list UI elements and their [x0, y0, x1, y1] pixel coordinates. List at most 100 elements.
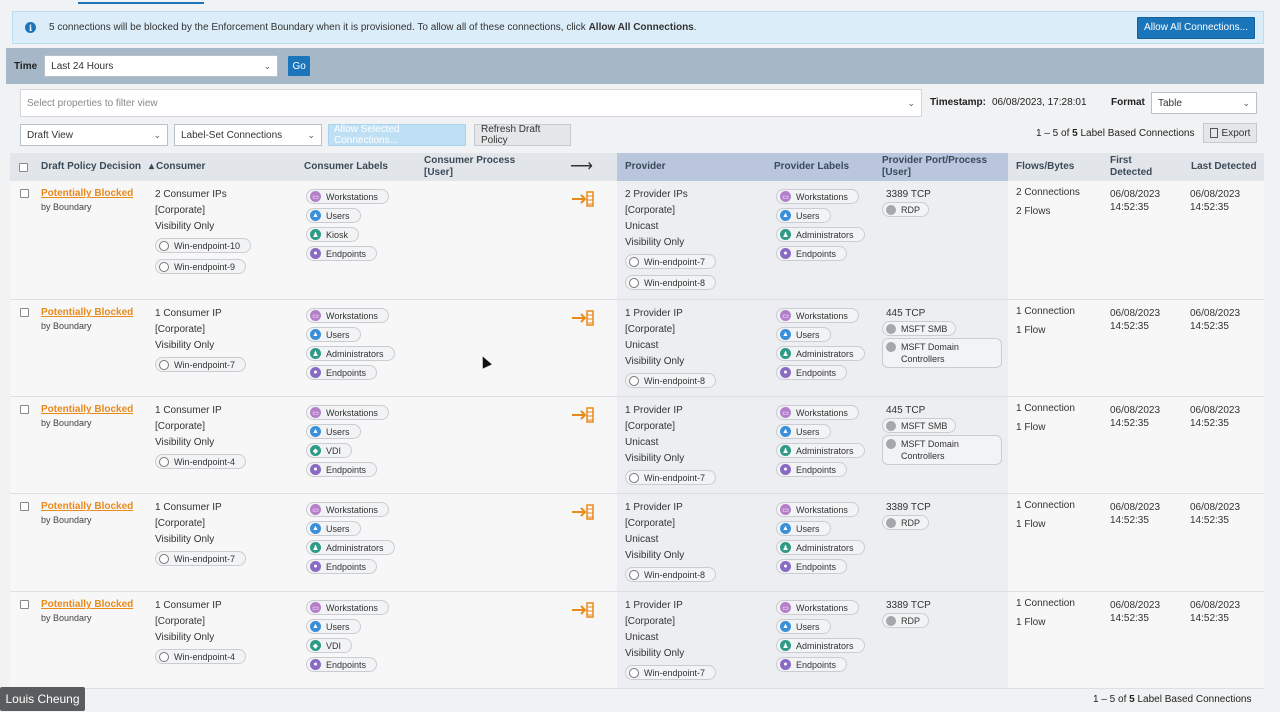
- workload-pill[interactable]: Win-endpoint-7: [625, 254, 717, 269]
- label-pill[interactable]: ▭ Workstations: [306, 308, 389, 323]
- workload-pill[interactable]: Win-endpoint-9: [155, 259, 247, 274]
- service-pill[interactable]: MSFT Domain Controllers: [882, 435, 1002, 465]
- grouping-select[interactable]: Label-Set Connections ⌄: [174, 124, 322, 146]
- label-pill[interactable]: ▲ Users: [306, 208, 361, 223]
- label-pill[interactable]: ◆ VDI: [306, 638, 353, 653]
- label-pill[interactable]: ♟ Administrators: [776, 227, 865, 242]
- label-pill[interactable]: ▲ Users: [306, 327, 361, 342]
- label-pill[interactable]: ▲ Users: [306, 619, 361, 634]
- col-provider-port[interactable]: Provider Port/Process [User]: [882, 155, 988, 178]
- col-consumer[interactable]: Consumer: [156, 161, 206, 172]
- workload-pill[interactable]: Win-endpoint-4: [155, 649, 247, 664]
- label-pill[interactable]: ♟ Administrators: [776, 443, 865, 458]
- col-provider-labels[interactable]: Provider Labels: [774, 161, 850, 172]
- label-pill[interactable]: ● Endpoints: [776, 559, 848, 574]
- service-pill[interactable]: RDP: [882, 613, 930, 628]
- go-button[interactable]: Go: [288, 56, 311, 76]
- label-pill[interactable]: ▭ Workstations: [306, 189, 389, 204]
- label-pill[interactable]: ♟ Administrators: [776, 638, 865, 653]
- label-pill[interactable]: ● Endpoints: [306, 559, 378, 574]
- label-pill[interactable]: ▲ Users: [776, 619, 831, 634]
- view-select[interactable]: Draft View ⌄: [20, 124, 168, 146]
- label-pill[interactable]: ▲ Users: [306, 521, 361, 536]
- label-pill[interactable]: ● Endpoints: [776, 246, 848, 261]
- label-pill[interactable]: ▲ Users: [776, 521, 831, 536]
- label-pill[interactable]: ● Endpoints: [306, 246, 378, 261]
- label-pill[interactable]: ♟ Administrators: [306, 346, 395, 361]
- label-pill[interactable]: ▭ Workstations: [306, 405, 389, 420]
- potentially-blocked-link[interactable]: Potentially Blocked: [41, 188, 134, 199]
- col-flows[interactable]: Flows/Bytes: [1016, 161, 1075, 172]
- col-provider[interactable]: Provider: [625, 161, 666, 172]
- workload-pill[interactable]: Win-endpoint-8: [625, 373, 717, 388]
- col-last-detected[interactable]: Last Detected: [1191, 161, 1257, 172]
- label-pill[interactable]: ▲ Users: [306, 424, 361, 439]
- time-range-select[interactable]: Last 24 Hours ⌄: [44, 55, 279, 77]
- row-checkbox[interactable]: [20, 502, 29, 511]
- label-pill[interactable]: ● Endpoints: [306, 462, 378, 477]
- label-pill[interactable]: ♟ Administrators: [306, 540, 395, 555]
- select-all-checkbox[interactable]: [19, 162, 28, 172]
- label-pill[interactable]: ● Endpoints: [306, 657, 378, 672]
- workload-pill[interactable]: Win-endpoint-7: [155, 357, 247, 372]
- row-checkbox[interactable]: [20, 308, 29, 317]
- allow-selected-button[interactable]: Allow Selected Connections...: [328, 124, 466, 146]
- service-pill[interactable]: RDP: [882, 515, 930, 530]
- label-pill[interactable]: ▭ Workstations: [776, 189, 859, 204]
- workload-pill[interactable]: Win-endpoint-8: [625, 567, 717, 582]
- consumer-line: 1 Consumer IP: [155, 502, 222, 513]
- workload-pill[interactable]: Win-endpoint-8: [625, 275, 717, 290]
- label-pill[interactable]: ♟ Administrators: [776, 540, 865, 555]
- col-decision[interactable]: Draft Policy Decision: [41, 161, 142, 172]
- allow-all-connections-button[interactable]: Allow All Connections...: [1137, 16, 1255, 39]
- service-icon: [886, 518, 896, 528]
- filter-input[interactable]: Select properties to filter view ⌄: [20, 89, 922, 117]
- service-pill[interactable]: MSFT SMB: [882, 321, 957, 336]
- potentially-blocked-link[interactable]: Potentially Blocked: [41, 404, 134, 415]
- potentially-blocked-link[interactable]: Potentially Blocked: [41, 501, 134, 512]
- label-pill[interactable]: ● Endpoints: [776, 462, 848, 477]
- label-name: Workstations: [796, 407, 848, 418]
- workload-pill[interactable]: Win-endpoint-7: [155, 551, 247, 566]
- service-pill[interactable]: MSFT Domain Controllers: [882, 338, 1002, 368]
- service-pill[interactable]: MSFT SMB: [882, 418, 957, 433]
- label-pill[interactable]: ▭ Workstations: [776, 502, 859, 517]
- label-pill[interactable]: ● Endpoints: [776, 657, 848, 672]
- workload-pill[interactable]: Win-endpoint-7: [625, 665, 717, 680]
- row-checkbox[interactable]: [20, 189, 29, 198]
- blocked-arrow-icon: [572, 504, 596, 520]
- label-pill[interactable]: ▭ Workstations: [776, 405, 859, 420]
- label-pill[interactable]: ▭ Workstations: [776, 308, 859, 323]
- label-pill[interactable]: ▲ Users: [776, 327, 831, 342]
- provider-line: Visibility Only: [625, 453, 685, 464]
- label-pill[interactable]: ▲ Users: [776, 208, 831, 223]
- label-pill[interactable]: ♟ Administrators: [776, 346, 865, 361]
- format-select[interactable]: Table ⌄: [1151, 92, 1257, 114]
- first-detected-value: 14:52:35: [1110, 418, 1149, 429]
- col-first-detected[interactable]: First Detected: [1110, 155, 1153, 178]
- workload-pill[interactable]: Win-endpoint-4: [155, 454, 247, 469]
- label-pill[interactable]: ▭ Workstations: [306, 600, 389, 615]
- col-consumer-labels[interactable]: Consumer Labels: [304, 161, 388, 172]
- col-consumer-process[interactable]: Consumer Process [User]: [424, 155, 516, 178]
- chevron-down-icon: ⌄: [907, 97, 915, 108]
- service-pill[interactable]: RDP: [882, 202, 930, 217]
- label-pill[interactable]: ● Endpoints: [776, 365, 848, 380]
- label-pill[interactable]: ▲ Users: [776, 424, 831, 439]
- service-icon: [886, 324, 896, 334]
- workload-pill[interactable]: Win-endpoint-10: [155, 238, 252, 253]
- potentially-blocked-link[interactable]: Potentially Blocked: [41, 599, 134, 610]
- workload-pill[interactable]: Win-endpoint-7: [625, 470, 717, 485]
- label-pill[interactable]: ● Endpoints: [306, 365, 378, 380]
- label-pill[interactable]: ♟ Kiosk: [306, 227, 360, 242]
- potentially-blocked-link[interactable]: Potentially Blocked: [41, 307, 134, 318]
- label-pill[interactable]: ◆ VDI: [306, 443, 353, 458]
- row-checkbox[interactable]: [20, 600, 29, 609]
- label-pill[interactable]: ▭ Workstations: [776, 600, 859, 615]
- refresh-draft-policy-button[interactable]: Refresh Draft Policy: [474, 124, 571, 146]
- label-pill[interactable]: ▭ Workstations: [306, 502, 389, 517]
- endpoints-label-icon: ●: [310, 248, 321, 259]
- row-checkbox[interactable]: [20, 405, 29, 414]
- label-name: Users: [326, 329, 350, 340]
- export-button[interactable]: Export: [1203, 123, 1257, 143]
